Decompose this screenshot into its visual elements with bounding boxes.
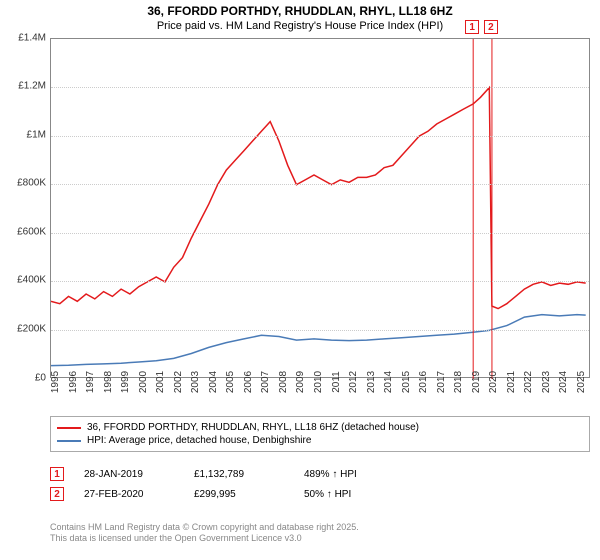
gridline <box>51 233 589 234</box>
x-tick-label: 2017 <box>436 370 447 392</box>
gridline <box>51 184 589 185</box>
y-tick-label: £1.4M <box>18 32 46 43</box>
x-tick-label: 2019 <box>471 370 482 392</box>
footer-line1: Contains HM Land Registry data © Crown c… <box>50 522 359 533</box>
series-line-property <box>51 87 586 308</box>
chart-subtitle: Price paid vs. HM Land Registry's House … <box>0 20 600 36</box>
x-tick-label: 1998 <box>103 370 114 392</box>
marker-box-1: 1 <box>465 20 479 34</box>
x-tick-label: 2023 <box>541 370 552 392</box>
transaction-price: £299,995 <box>194 489 284 500</box>
y-tick-label: £600K <box>17 226 46 237</box>
legend-item: HPI: Average price, detached house, Denb… <box>57 434 583 447</box>
x-tick-label: 2013 <box>366 370 377 392</box>
transaction-marker: 2 <box>50 487 64 501</box>
transaction-table: 1 28-JAN-2019 £1,132,789 489% ↑ HPI 2 27-FEB-… <box>50 464 590 504</box>
plot-region <box>50 38 590 378</box>
x-tick-label: 2007 <box>260 370 271 392</box>
y-tick-label: £800K <box>17 178 46 189</box>
x-tick-label: 1997 <box>85 370 96 392</box>
legend-label: HPI: Average price, detached house, Denb… <box>87 435 311 446</box>
series-line-hpi <box>51 314 586 365</box>
gridline <box>51 330 589 331</box>
legend-swatch <box>57 427 81 429</box>
x-tick-label: 2015 <box>401 370 412 392</box>
y-tick-label: £1M <box>27 129 46 140</box>
gridline <box>51 136 589 137</box>
gridline <box>51 281 589 282</box>
x-tick-label: 2025 <box>576 370 587 392</box>
y-tick-label: £1.2M <box>18 81 46 92</box>
x-tick-label: 1999 <box>120 370 131 392</box>
chart-title: 36, FFORDD PORTHDY, RHUDDLAN, RHYL, LL18… <box>0 0 600 20</box>
footer-line2: This data is licensed under the Open Gov… <box>50 533 359 544</box>
y-tick-label: £0 <box>35 372 46 383</box>
transaction-marker: 1 <box>50 467 64 481</box>
x-tick-label: 2008 <box>278 370 289 392</box>
transaction-price: £1,132,789 <box>194 469 284 480</box>
transaction-row: 2 27-FEB-2020 £299,995 50% ↑ HPI <box>50 484 590 504</box>
chart-area: £0£200K£400K£600K£800K£1M£1.2M£1.4M19951… <box>50 38 590 408</box>
legend-item: 36, FFORDD PORTHDY, RHUDDLAN, RHYL, LL18… <box>57 421 583 434</box>
x-tick-label: 2011 <box>331 371 342 393</box>
x-tick-label: 2016 <box>418 370 429 392</box>
x-tick-label: 2004 <box>208 370 219 392</box>
legend-swatch <box>57 440 81 442</box>
x-tick-label: 2003 <box>190 370 201 392</box>
transaction-hpi: 50% ↑ HPI <box>304 489 394 500</box>
x-tick-label: 2020 <box>488 370 499 392</box>
marker-box-2: 2 <box>484 20 498 34</box>
x-tick-label: 2014 <box>383 370 394 392</box>
x-tick-label: 2000 <box>138 370 149 392</box>
transaction-date: 28-JAN-2019 <box>84 469 174 480</box>
x-tick-label: 1995 <box>50 370 61 392</box>
legend: 36, FFORDD PORTHDY, RHUDDLAN, RHYL, LL18… <box>50 416 590 452</box>
footer-attribution: Contains HM Land Registry data © Crown c… <box>50 522 359 545</box>
x-tick-label: 2024 <box>558 370 569 392</box>
transaction-date: 27-FEB-2020 <box>84 489 174 500</box>
x-tick-label: 2018 <box>453 370 464 392</box>
x-tick-label: 2012 <box>348 370 359 392</box>
transaction-hpi: 489% ↑ HPI <box>304 469 394 480</box>
x-tick-label: 2010 <box>313 370 324 392</box>
gridline <box>51 87 589 88</box>
x-tick-label: 1996 <box>68 370 79 392</box>
x-tick-label: 2005 <box>225 370 236 392</box>
legend-label: 36, FFORDD PORTHDY, RHUDDLAN, RHYL, LL18… <box>87 422 419 433</box>
x-tick-label: 2006 <box>243 370 254 392</box>
y-tick-label: £200K <box>17 324 46 335</box>
x-tick-label: 2009 <box>295 370 306 392</box>
y-tick-label: £400K <box>17 275 46 286</box>
transaction-row: 1 28-JAN-2019 £1,132,789 489% ↑ HPI <box>50 464 590 484</box>
x-tick-label: 2021 <box>506 370 517 392</box>
chart-svg <box>51 39 591 379</box>
x-tick-label: 2022 <box>523 370 534 392</box>
chart-container: 36, FFORDD PORTHDY, RHUDDLAN, RHYL, LL18… <box>0 0 600 560</box>
x-tick-label: 2001 <box>155 370 166 392</box>
x-tick-label: 2002 <box>173 370 184 392</box>
